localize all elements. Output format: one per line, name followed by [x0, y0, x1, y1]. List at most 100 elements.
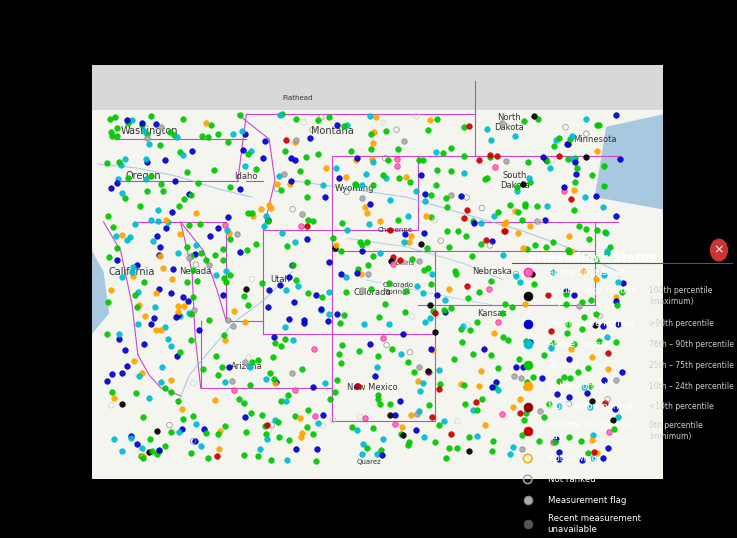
Point	[528, 112, 540, 121]
Point	[522, 268, 534, 277]
Point	[580, 152, 592, 161]
Point	[597, 454, 609, 463]
Point	[588, 448, 600, 456]
Point	[338, 311, 350, 320]
Point	[338, 122, 350, 131]
Point	[187, 437, 199, 445]
Point	[477, 395, 489, 404]
Point	[430, 180, 441, 189]
Text: Washington: Washington	[120, 126, 178, 136]
Point	[252, 356, 264, 364]
Point	[579, 193, 590, 201]
Point	[155, 180, 167, 188]
Point	[220, 422, 231, 430]
Point	[156, 363, 168, 371]
Point	[534, 218, 546, 226]
Point	[371, 391, 383, 400]
Point	[134, 202, 146, 210]
Point	[372, 395, 384, 404]
Point	[443, 285, 455, 294]
Point	[542, 157, 553, 166]
Point	[427, 345, 439, 354]
Point	[221, 225, 233, 234]
Point	[371, 363, 383, 372]
Point	[545, 327, 556, 336]
Point	[521, 244, 533, 253]
Text: Kansas: Kansas	[477, 309, 507, 317]
Point	[478, 344, 490, 353]
Point	[391, 154, 403, 163]
Point	[563, 433, 575, 442]
Point	[403, 237, 415, 246]
Point	[366, 154, 378, 163]
Point	[404, 348, 416, 357]
Point	[176, 424, 188, 433]
Point	[549, 438, 561, 447]
Text: >90th percentile: >90th percentile	[649, 319, 714, 328]
Point	[319, 379, 331, 387]
Point	[224, 183, 236, 192]
Point	[510, 363, 522, 371]
Point	[492, 318, 504, 327]
Point	[192, 179, 204, 188]
Point	[472, 406, 483, 414]
Point	[500, 218, 511, 226]
Point	[130, 303, 142, 312]
Point	[359, 203, 371, 212]
Point	[144, 393, 156, 402]
Point	[275, 186, 287, 194]
Point	[195, 442, 206, 450]
Point	[411, 112, 422, 121]
Point	[136, 121, 148, 129]
Point	[187, 292, 199, 301]
Point	[392, 145, 404, 153]
Point	[340, 272, 352, 281]
Point	[142, 158, 153, 167]
Point	[394, 256, 406, 264]
Text: 10th – 24th percentile: 10th – 24th percentile	[649, 381, 734, 391]
Point	[327, 234, 339, 243]
Point	[238, 450, 250, 459]
Point	[383, 279, 395, 287]
Point	[567, 340, 579, 349]
Point	[165, 376, 177, 384]
Point	[337, 218, 349, 227]
Point	[599, 398, 611, 407]
Point	[106, 369, 118, 378]
Point	[475, 239, 486, 248]
Point	[399, 229, 411, 238]
Point	[346, 423, 358, 431]
Polygon shape	[63, 65, 109, 479]
Point	[246, 209, 258, 217]
Point	[166, 274, 178, 283]
Point	[581, 449, 593, 458]
Point	[320, 164, 332, 173]
Text: Minnesota: Minnesota	[573, 134, 617, 144]
Point	[166, 341, 178, 350]
Point	[558, 372, 570, 381]
Point	[202, 454, 214, 462]
Point	[569, 178, 581, 186]
Point	[587, 431, 599, 440]
Point	[605, 190, 617, 199]
Point	[528, 373, 539, 381]
Point	[287, 336, 298, 344]
Point	[153, 447, 165, 456]
Point	[497, 119, 509, 128]
Point	[511, 183, 523, 192]
Point	[181, 243, 193, 251]
Point	[265, 203, 276, 212]
Point	[160, 224, 172, 232]
Point	[464, 122, 475, 131]
Point	[461, 206, 473, 214]
Point	[563, 232, 575, 240]
Point	[458, 151, 469, 160]
Point	[178, 301, 189, 310]
Point	[174, 230, 186, 239]
Point	[397, 330, 409, 338]
Point	[184, 309, 195, 318]
Point	[445, 191, 457, 200]
Point	[522, 496, 534, 505]
Point	[545, 344, 557, 353]
Point	[145, 172, 157, 180]
